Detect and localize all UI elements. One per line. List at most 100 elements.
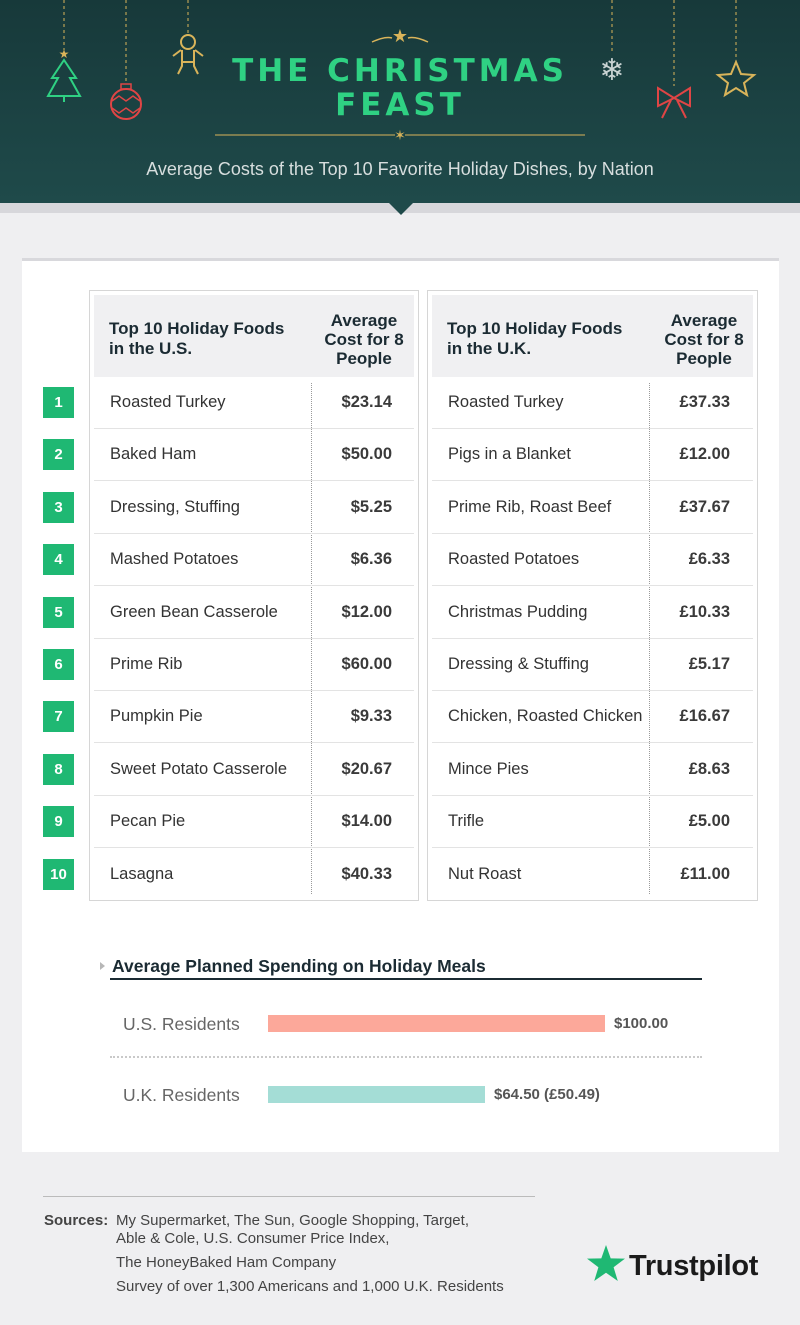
- rank-badge: 8: [43, 753, 74, 785]
- table-header: Top 10 Holiday Foods in the U.K. Average…: [432, 295, 753, 377]
- row-divider: [432, 794, 753, 796]
- row-divider: [94, 847, 414, 849]
- page-subtitle: Average Costs of the Top 10 Favorite Hol…: [146, 159, 654, 179]
- table-row: Baked Ham $50.00: [94, 429, 414, 482]
- row-divider: [432, 428, 753, 429]
- bar-value-label: $64.50 (£50.49): [494, 1086, 600, 1103]
- row-divider: [94, 428, 414, 429]
- table-row: Sweet Potato Casserole $20.67: [94, 744, 414, 796]
- food-cost: $23.14: [341, 393, 392, 411]
- food-name: Mince Pies: [448, 759, 529, 778]
- row-divider: [432, 585, 753, 587]
- table-row: Green Bean Casserole $12.00: [94, 587, 414, 639]
- rank-badge: 9: [43, 806, 74, 838]
- spending-bar: [268, 1015, 605, 1032]
- row-divider: [94, 480, 414, 482]
- row-divider: [432, 480, 753, 482]
- table-row: Pumpkin Pie $9.33: [94, 691, 414, 744]
- food-cost: £12.00: [679, 445, 730, 464]
- trustpilot-star-icon: [587, 1245, 625, 1281]
- column-header-food: Top 10 Holiday Foods in the U.S.: [109, 319, 285, 358]
- row-divider: [94, 585, 414, 587]
- food-cost: $5.25: [350, 497, 392, 516]
- bar-category-label: U.K. Residents: [123, 1085, 240, 1105]
- column-header-food: Top 10 Holiday Foods in the U.K.: [447, 319, 623, 358]
- rank-badge: 5: [43, 596, 74, 628]
- row-divider: [432, 637, 753, 639]
- table-row: Dressing, Stuffing $5.25: [94, 482, 414, 534]
- table-row: Christmas Pudding £10.33: [432, 587, 753, 639]
- snowflake-icon: ❄: [599, 0, 625, 87]
- table-row: Trifle £5.00: [432, 796, 753, 849]
- page-title-line1: THE CHRISTMAS: [232, 53, 568, 89]
- source-line: Able & Cole, U.S. Consumer Price Index,: [116, 1230, 390, 1247]
- food-name: Roasted Potatoes: [448, 550, 580, 569]
- bar-category-label: U.S. Residents: [123, 1014, 240, 1034]
- table-row: Dressing & Stuffing £5.17: [432, 639, 753, 691]
- table-row: Mince Pies £8.63: [432, 744, 753, 796]
- food-cost: £16.67: [679, 707, 730, 726]
- food-name: Dressing & Stuffing: [448, 655, 589, 673]
- rank-badge: 6: [43, 649, 74, 680]
- row-divider: [94, 742, 414, 744]
- dotted-divider: [110, 1056, 702, 1058]
- bow-icon: [657, 0, 691, 119]
- food-name: Pumpkin Pie: [110, 707, 203, 726]
- food-cost: £6.33: [688, 550, 730, 569]
- food-name: Baked Ham: [110, 445, 197, 464]
- rank-badge: 1: [43, 387, 74, 418]
- food-cost: £37.67: [679, 497, 730, 516]
- spending-title-rule: [110, 978, 702, 980]
- food-name: Roasted Turkey: [110, 393, 226, 411]
- row-divider: [94, 794, 414, 796]
- row-divider: [94, 532, 414, 534]
- table-row: Nut Roast £11.00: [432, 849, 753, 901]
- food-cost: $40.33: [341, 864, 392, 883]
- table-row: Prime Rib, Roast Beef £37.67: [432, 482, 753, 534]
- food-name: Mashed Potatoes: [110, 550, 239, 569]
- food-cost: £10.33: [679, 602, 730, 621]
- food-name: Christmas Pudding: [448, 602, 588, 621]
- bar-value-label: $100.00: [614, 1015, 669, 1032]
- food-name: Prime Rib, Roast Beef: [448, 497, 612, 516]
- food-cost: £11.00: [680, 864, 730, 883]
- rank-badge: 10: [43, 858, 74, 890]
- uk-foods-table: Top 10 Holiday Foods in the U.K. Average…: [427, 290, 758, 901]
- spending-title: Average Planned Spending on Holiday Meal…: [112, 956, 486, 976]
- spending-bar: [268, 1086, 485, 1103]
- rank-badge: 4: [43, 544, 74, 576]
- food-cost: $14.00: [341, 812, 392, 831]
- trustpilot-logo-text: Trustpilot: [629, 1250, 759, 1282]
- table-row: Roasted Turkey $23.14: [94, 377, 414, 429]
- star-icon: [715, 0, 757, 98]
- column-header-cost: Average Cost for 8 People: [664, 311, 744, 368]
- food-cost: $50.00: [341, 445, 392, 464]
- row-divider: [432, 742, 753, 744]
- food-cost: £5.17: [688, 655, 730, 673]
- gingerbread-man-icon: [172, 0, 204, 75]
- row-divider: [432, 532, 753, 534]
- rank-badge: 3: [43, 491, 74, 523]
- us-foods-table: Top 10 Holiday Foods in the U.S. Average…: [89, 290, 419, 901]
- table-row: Pigs in a Blanket £12.00: [432, 429, 753, 482]
- food-name: Dressing, Stuffing: [110, 497, 240, 516]
- christmas-tree-icon: [46, 0, 82, 102]
- food-cost: £37.33: [679, 393, 730, 411]
- source-line: Survey of over 1,300 Americans and 1,000…: [116, 1278, 504, 1295]
- food-name: Pigs in a Blanket: [448, 445, 571, 464]
- food-name: Nut Roast: [448, 864, 522, 883]
- food-name: Prime Rib: [110, 655, 183, 673]
- footer-rule: [43, 1196, 535, 1197]
- rank-badge: 7: [43, 701, 74, 733]
- row-divider: [94, 690, 414, 691]
- rank-badge: 2: [43, 439, 74, 471]
- row-divider: [432, 690, 753, 691]
- table-row: Mashed Potatoes $6.36: [94, 534, 414, 587]
- source-line: The HoneyBaked Ham Company: [116, 1254, 337, 1271]
- food-cost: £8.63: [688, 759, 730, 778]
- svg-text:✶: ✶: [394, 127, 406, 143]
- row-divider: [94, 637, 414, 639]
- sources-label: Sources:: [44, 1212, 109, 1229]
- food-cost: $12.00: [341, 602, 392, 621]
- food-name: Roasted Turkey: [448, 393, 564, 411]
